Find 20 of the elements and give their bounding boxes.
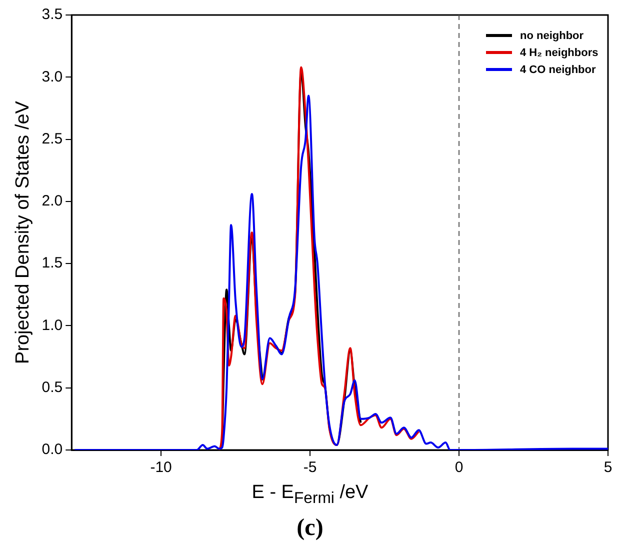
y-tick-label: 0.0 [42, 441, 63, 458]
y-tick-label: 3.5 [42, 6, 63, 24]
legend-label: 4 H₂ neighbors [520, 46, 598, 58]
line-series [218, 66, 420, 450]
y-tick-label: 1.0 [42, 316, 63, 334]
y-tick-label: 0.5 [42, 379, 63, 396]
x-tick-label: 5 [604, 459, 612, 476]
y-tick-label: 2.0 [42, 192, 63, 210]
x-tick-label: 0 [454, 459, 464, 476]
legend-label: 4 CO neighbor [520, 64, 596, 76]
x-tick-label: -5 [303, 459, 317, 476]
y-tick-label: 1.5 [42, 254, 63, 272]
line-series [74, 94, 608, 450]
legend-label: no neighbor [520, 30, 584, 42]
y-tick-label: 3.0 [42, 68, 63, 86]
x-tick-label: -10 [150, 459, 172, 476]
y-tick-label: 2.5 [42, 130, 63, 148]
x-axis-title: E - E$_{Fermi}$ /eV [250, 482, 370, 508]
text: (c) [296, 515, 324, 542]
y-axis-title: Projected Density of States /eV [12, 100, 34, 364]
